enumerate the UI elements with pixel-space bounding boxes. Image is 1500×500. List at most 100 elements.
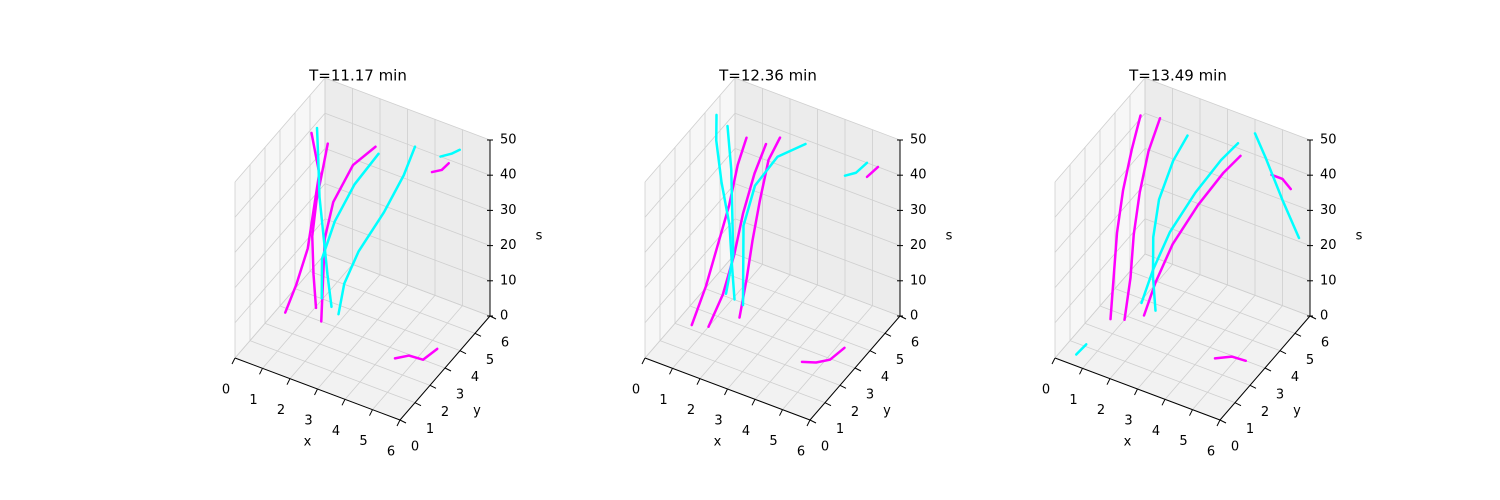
z-tick-label: 20 [500,238,517,253]
grid-line [1144,77,1311,141]
y-tick-label: 1 [1246,422,1254,437]
trajectory [843,161,869,177]
z-tick-label: 50 [910,133,927,148]
z-tick-label: 40 [1320,168,1337,183]
trajectory [439,148,461,158]
grid-line [324,218,491,282]
tick-mark [1189,409,1193,416]
grid-line [734,112,901,176]
grid-line [1144,183,1311,246]
trajectory [1270,173,1292,191]
z-tick-label: 10 [910,273,927,288]
grid-line [234,148,326,253]
grid-line [309,270,476,334]
axis-line [644,357,811,421]
grid-line [234,112,326,218]
grid-line [324,183,491,246]
axis-line [399,315,491,421]
grid-line [704,288,871,352]
z-tick-label: 30 [1320,203,1337,218]
grid-line [234,183,326,288]
trajectory [741,142,807,307]
chart-title: T=12.36 min [718,67,817,85]
tick-mark [669,368,673,375]
x-tick-label: 1 [1069,393,1077,408]
grid-line [674,322,841,386]
grid-line [1069,340,1236,404]
grid-line [324,77,491,141]
grid-line [1054,183,1146,288]
tick-mark [259,368,263,375]
z-tick-label: 20 [910,238,927,253]
y-tick-label: 3 [866,388,874,403]
tick-mark [869,350,877,355]
trajectory [1075,343,1088,356]
axis-line [809,315,901,421]
z-tick-label: 50 [1320,133,1337,148]
grid-line [644,183,736,288]
tick-mark [1051,357,1056,365]
tick-mark [824,402,832,407]
tick-mark [429,384,437,389]
tick-mark [1216,419,1221,427]
x-axis-label: x [714,435,722,450]
x-tick-label: 0 [632,383,640,398]
tick-mark [1249,384,1257,389]
x-tick-label: 5 [359,434,367,449]
grid-line [1144,253,1311,317]
tick-mark [1161,399,1166,406]
trajectory [707,142,768,328]
grid-line [734,218,901,282]
grid-line [1144,112,1311,176]
grid-line [1054,77,1146,183]
y-tick-label: 5 [486,353,494,368]
trajectory [1123,116,1162,322]
z-tick-label: 0 [500,309,508,324]
trajectory [690,136,748,327]
x-tick-label: 0 [1042,383,1050,398]
z-tick-label: 30 [910,203,927,218]
trajectory [1109,114,1142,321]
grid-line [644,253,736,359]
x-tick-label: 6 [387,445,395,460]
trajectory [430,161,450,174]
tick-mark [806,419,811,427]
grid-line [1054,218,1146,324]
y-tick-label: 2 [851,405,859,420]
trajectory [724,124,735,296]
grid-line [1129,270,1296,334]
grid-line [659,340,826,404]
z-tick-label: 30 [500,203,517,218]
y-tick-label: 6 [1321,336,1329,351]
tick-mark [369,409,373,416]
x-tick-label: 3 [304,414,312,429]
tick-mark [414,402,422,407]
trajectory [1213,355,1247,363]
tick-mark [1279,350,1287,355]
y-axis-label: y [883,404,891,419]
x-tick-label: 4 [1152,424,1160,439]
trajectory [311,142,329,310]
trajectory [1253,132,1301,240]
x-axis-label: x [304,435,312,450]
tick-mark [809,419,817,424]
trajectory [337,145,417,316]
trajectory [1140,142,1240,305]
tick-mark [1106,378,1111,385]
tick-mark [839,384,847,389]
tick-mark [751,399,756,406]
y-tick-label: 2 [1261,405,1269,420]
x-tick-label: 5 [769,434,777,449]
y-tick-label: 6 [911,336,919,351]
tick-mark [1134,388,1138,396]
y-tick-label: 5 [896,353,904,368]
y-tick-label: 0 [411,440,419,455]
trajectory [320,152,380,300]
grid-line [1054,112,1146,218]
tick-mark [474,332,482,337]
z-axis-label: s [536,229,543,244]
chart-title: T=11.17 min [308,67,407,85]
x-tick-label: 3 [1124,414,1132,429]
grid-line [644,112,736,218]
